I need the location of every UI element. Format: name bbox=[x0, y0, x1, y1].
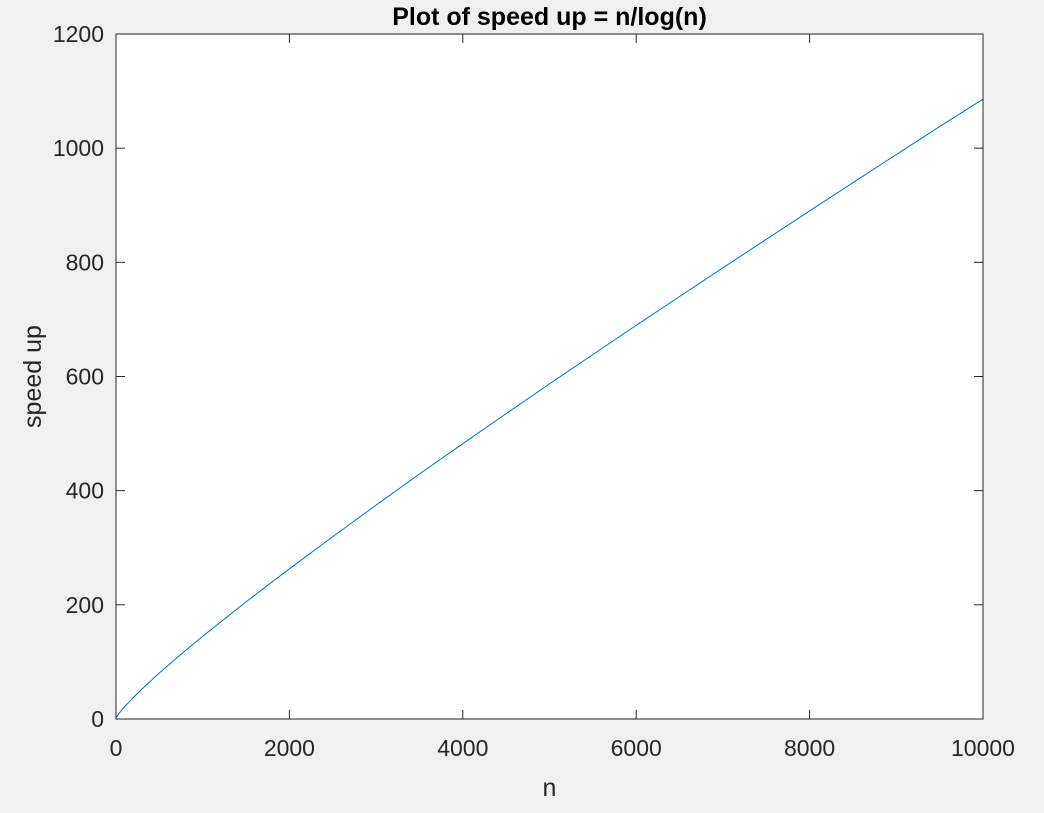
chart-title: Plot of speed up = n/log(n) bbox=[392, 3, 707, 31]
x-axis-label: n bbox=[543, 774, 557, 802]
x-tick-label: 2000 bbox=[264, 735, 315, 761]
series-line bbox=[115, 98, 984, 718]
x-tick-label: 0 bbox=[110, 735, 123, 761]
x-tick-label: 6000 bbox=[611, 735, 662, 761]
y-tick-label: 800 bbox=[66, 249, 104, 275]
x-tick-label: 8000 bbox=[784, 735, 835, 761]
ticks: 0 2000 4000 6000 8000 10000 0 200 400 600 800 1000 1… bbox=[53, 21, 1015, 761]
labels: Plot of speed up = n/log(n) n speed up bbox=[19, 3, 707, 802]
y-tick-label: 0 bbox=[91, 706, 104, 732]
plot-area bbox=[116, 34, 983, 719]
series-layer bbox=[115, 98, 984, 718]
y-tick-label: 400 bbox=[66, 478, 104, 504]
y-tick-label: 1200 bbox=[53, 21, 104, 47]
y-axis-label: speed up bbox=[19, 325, 47, 428]
y-tick-label: 200 bbox=[66, 592, 104, 618]
x-tick-label: 4000 bbox=[437, 735, 488, 761]
x-tick-label: 10000 bbox=[951, 735, 1015, 761]
y-tick-label: 1000 bbox=[53, 135, 104, 161]
y-tick-label: 600 bbox=[66, 364, 104, 390]
axes-frame bbox=[115, 33, 984, 720]
